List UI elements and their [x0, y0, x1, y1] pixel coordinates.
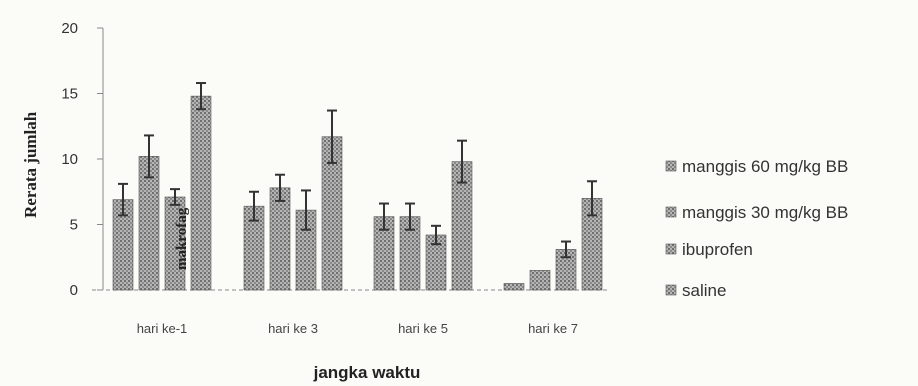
bars	[112, 82, 603, 291]
bar	[269, 187, 291, 291]
bar	[190, 95, 212, 291]
legend-label: manggis 30 mg/kg BB	[682, 203, 848, 222]
y-tick-label: 5	[70, 217, 78, 234]
series-annotation: makrofag	[174, 207, 190, 270]
y-tick-label: 0	[70, 282, 78, 299]
category-label: hari ke 7	[528, 321, 578, 336]
legend-swatch	[665, 206, 677, 218]
bar	[529, 270, 551, 291]
category-labels: hari ke-1 hari ke 3 hari ke 5 hari ke 7	[137, 321, 578, 336]
legend-swatch	[665, 243, 677, 255]
category-label: hari ke-1	[137, 321, 188, 336]
legend-label: saline	[682, 281, 726, 300]
legend-label: ibuprofen	[682, 240, 753, 259]
bar	[503, 283, 525, 291]
y-ticks: 20 15 10 5 0	[61, 20, 103, 299]
legend-swatch	[665, 284, 677, 296]
x-axis-label: jangka waktu	[313, 363, 421, 382]
legend-label: manggis 60 mg/kg BB	[682, 157, 848, 176]
category-label: hari ke 5	[398, 321, 448, 336]
category-label: hari ke 3	[268, 321, 318, 336]
y-tick-label: 10	[61, 151, 78, 168]
legend: manggis 60 mg/kg BB manggis 30 mg/kg BB ib…	[665, 157, 848, 300]
legend-swatch	[665, 160, 677, 172]
y-tick-label: 20	[61, 20, 78, 37]
y-tick-label: 15	[61, 86, 78, 103]
y-axis-label: Rerata jumlah	[21, 111, 40, 218]
